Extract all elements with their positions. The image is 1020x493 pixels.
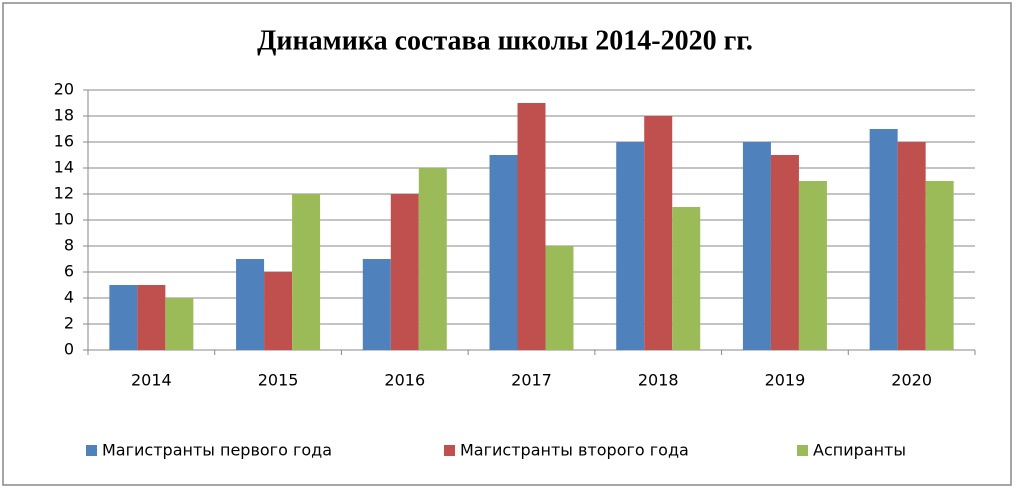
bar <box>798 181 827 350</box>
x-tick-label: 2019 <box>765 371 806 390</box>
y-tick-label: 12 <box>54 184 74 203</box>
bar <box>137 285 166 350</box>
y-tick-label: 8 <box>64 236 74 255</box>
y-tick-label: 14 <box>54 158 74 177</box>
y-tick-label: 0 <box>64 340 74 359</box>
bar <box>418 168 447 350</box>
x-tick-label: 2020 <box>891 371 932 390</box>
chart-title: Динамика состава школы 2014-2020 гг. <box>257 25 753 56</box>
bar <box>390 194 419 350</box>
bar <box>264 272 293 350</box>
bar <box>517 103 546 350</box>
bar <box>616 142 645 350</box>
x-tick-label: 2016 <box>384 371 425 390</box>
x-tick-label: 2015 <box>258 371 299 390</box>
y-tick-label: 16 <box>54 132 74 151</box>
y-tick-label: 20 <box>54 80 74 99</box>
y-tick-label: 4 <box>64 288 74 307</box>
legend-label: Аспиранты <box>813 441 906 460</box>
legend-label: Магистранты первого года <box>102 441 332 460</box>
y-tick-label: 6 <box>64 262 74 281</box>
y-tick-label: 2 <box>64 314 74 333</box>
x-tick-label: 2017 <box>511 371 552 390</box>
bar <box>897 142 926 350</box>
bar <box>109 285 138 350</box>
x-tick-label: 2018 <box>638 371 679 390</box>
bar <box>545 246 574 350</box>
bar <box>742 142 771 350</box>
x-tick-label: 2014 <box>131 371 172 390</box>
bar <box>362 259 391 350</box>
bar <box>644 116 673 350</box>
bar <box>489 155 518 350</box>
bar <box>869 129 898 350</box>
y-tick-label: 10 <box>54 210 74 229</box>
legend-label: Магистранты второго года <box>460 441 689 460</box>
bar <box>672 207 701 350</box>
bar <box>925 181 954 350</box>
bar <box>292 194 321 350</box>
legend-marker <box>86 445 97 456</box>
legend-marker <box>797 445 808 456</box>
y-tick-label: 18 <box>54 106 74 125</box>
bar <box>236 259 265 350</box>
bar <box>165 298 194 350</box>
bar <box>770 155 799 350</box>
legend-marker <box>444 445 455 456</box>
